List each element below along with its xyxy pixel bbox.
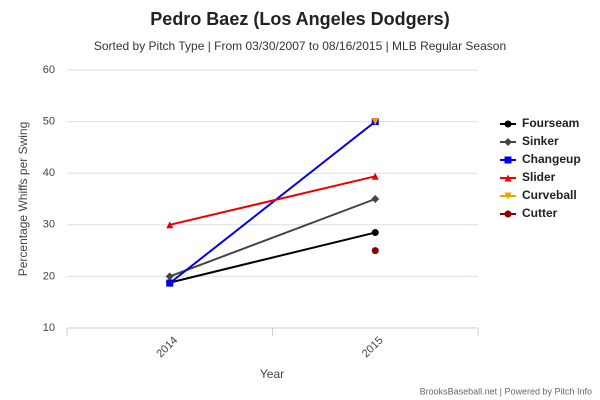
footer: BrooksBaseball.net | Powered by Pitch In… (420, 386, 592, 396)
legend-label: Changeup (522, 152, 581, 166)
legend-marker (504, 120, 512, 128)
y-tick-label: 20 (43, 270, 55, 282)
y-tick-label: 60 (43, 64, 55, 76)
legend-label: Fourseam (522, 116, 579, 130)
y-tick-label: 10 (43, 322, 55, 334)
legend-marker (504, 138, 512, 146)
legend-marker (504, 156, 512, 164)
legend-marker (504, 210, 512, 218)
data-point (166, 279, 174, 287)
legend-label: Slider (522, 170, 556, 184)
series-line (169, 198, 376, 278)
chart-subtitle: Sorted by Pitch Type | From 03/30/2007 t… (94, 39, 506, 53)
series-line (169, 231, 376, 284)
chart-title: Pedro Baez (Los Angeles Dodgers) (150, 9, 449, 29)
data-point (371, 247, 379, 255)
y-axis-label: Percentage Whiffs per Swing (16, 122, 30, 277)
data-point (166, 221, 174, 229)
data-point (371, 229, 379, 237)
y-tick-label: 50 (43, 116, 55, 128)
x-tick-label: 2015 (360, 334, 386, 360)
x-axis-label: Year (260, 367, 284, 381)
data-point (165, 272, 174, 281)
legend-label: Curveball (522, 188, 577, 202)
legend-label: Sinker (522, 134, 559, 148)
y-tick-label: 40 (43, 167, 55, 179)
legend-marker (504, 174, 512, 182)
data-point (371, 172, 379, 180)
legend-marker (504, 192, 512, 200)
y-tick-label: 30 (43, 219, 55, 231)
data-point (371, 195, 380, 203)
x-tick-label: 2014 (154, 334, 180, 360)
legend-label: Cutter (522, 206, 558, 220)
series-line (169, 175, 376, 226)
data-point (371, 118, 379, 126)
series-line (169, 120, 376, 284)
